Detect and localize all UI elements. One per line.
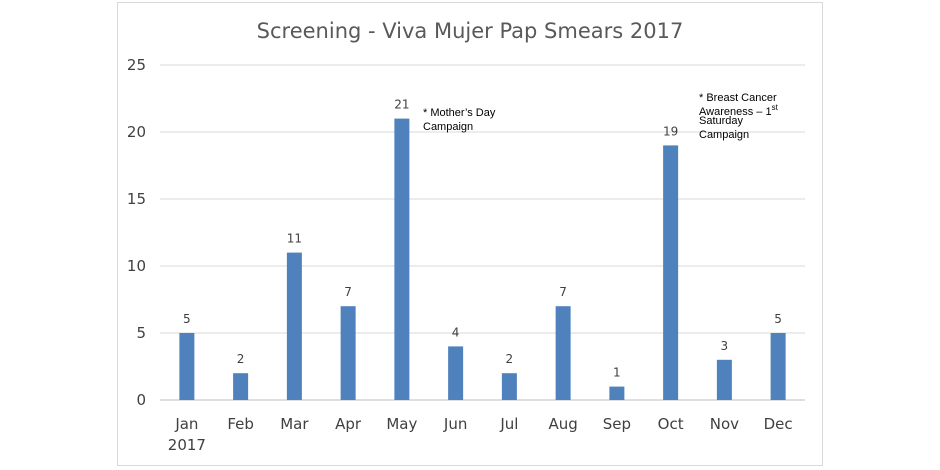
data-label-jan: 5 — [183, 312, 191, 326]
bar-jun — [448, 346, 464, 400]
bars — [179, 118, 786, 400]
y-tick-label-10: 10 — [127, 257, 146, 275]
bar-mar — [286, 252, 302, 400]
data-label-feb: 2 — [237, 352, 245, 366]
x-tick-label-aug: Aug — [548, 415, 577, 433]
data-label-jun: 4 — [452, 325, 460, 339]
data-labels: 5 2 11 7 21 4 2 7 1 19 3 5 — [183, 98, 782, 380]
x-tick-label-apr: Apr — [335, 415, 362, 433]
annotation-may: * Mother’s Day Campaign — [423, 107, 496, 133]
y-tick-label-25: 25 — [127, 56, 146, 74]
bar-nov — [716, 359, 732, 400]
x-tick-label-nov: Nov — [710, 415, 739, 433]
bar-apr — [340, 306, 356, 400]
data-label-sep: 1 — [613, 366, 621, 380]
annotations: * Mother’s Day Campaign * Breast Cancer Awa… — [423, 92, 779, 141]
x-tick-label-dec: Dec — [764, 415, 793, 433]
data-label-dec: 5 — [774, 312, 782, 326]
x-tick-label-jun: Jun — [443, 415, 467, 433]
x-tick-label-jan: Jan 2017 — [168, 415, 206, 454]
gridlines — [160, 64, 805, 401]
bar-oct — [663, 145, 679, 400]
data-label-mar: 11 — [287, 232, 302, 246]
bar-sep — [609, 386, 625, 400]
x-tick-label-may: May — [386, 415, 417, 433]
x-tick-label-sep: Sep — [603, 415, 631, 433]
annotation-oct: * Breast Cancer Awareness – 1st Saturday Ca… — [699, 92, 779, 141]
y-tick-label-5: 5 — [136, 324, 146, 342]
x-tick-label-mar: Mar — [280, 415, 309, 433]
bar-may — [394, 118, 410, 400]
bar-jan — [179, 333, 195, 400]
data-label-oct: 19 — [663, 124, 678, 138]
bar-feb — [233, 373, 249, 400]
x-tick-label-jul: Jul — [499, 415, 518, 433]
data-label-aug: 7 — [559, 285, 567, 299]
bar-aug — [555, 306, 571, 400]
y-axis-ticks: 0 5 10 15 20 25 — [127, 56, 146, 409]
y-tick-label-15: 15 — [127, 190, 146, 208]
x-tick-label-oct: Oct — [658, 415, 684, 433]
bar-dec — [770, 333, 786, 400]
data-label-apr: 7 — [344, 285, 352, 299]
x-axis-labels: Jan 2017 Feb Mar Apr May Jun Jul Aug Sep Oct Nov Dec — [168, 415, 793, 454]
bar-jul — [501, 373, 517, 400]
chart-title: Screening - Viva Mujer Pap Smears 2017 — [257, 19, 684, 43]
data-label-jul: 2 — [506, 352, 514, 366]
y-tick-label-20: 20 — [127, 123, 146, 141]
data-label-may: 21 — [394, 98, 409, 112]
x-tick-label-feb: Feb — [227, 415, 254, 433]
y-tick-label-0: 0 — [136, 391, 146, 409]
data-label-nov: 3 — [721, 339, 729, 353]
